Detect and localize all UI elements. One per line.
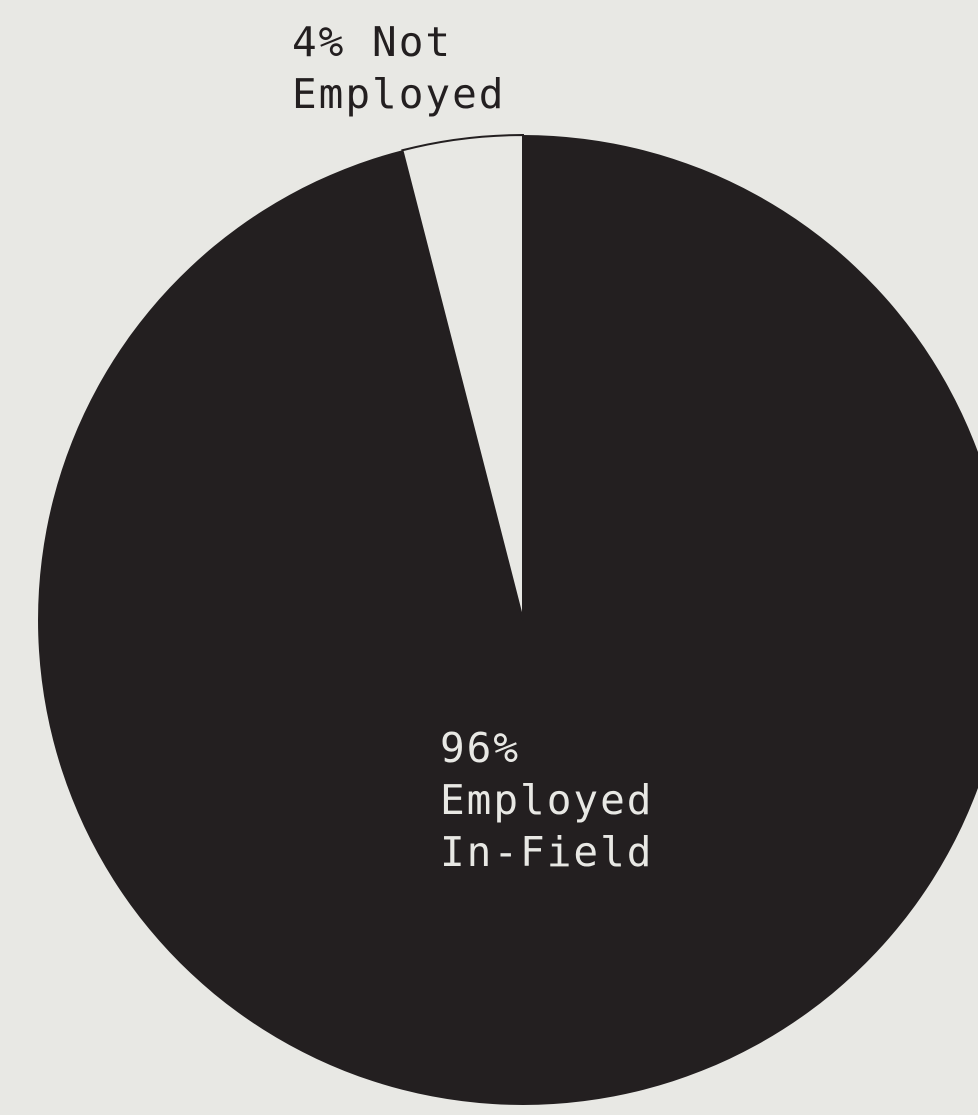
pie-slice-employed-in-field bbox=[38, 135, 978, 1105]
data-label-line: In-Field bbox=[440, 828, 654, 876]
data-label-employed-in-field: 96% Employed In-Field bbox=[440, 722, 653, 878]
data-label-line: Employed bbox=[440, 776, 654, 824]
data-label-not-employed: 4% Not Employed bbox=[292, 16, 505, 120]
data-label-line: 4% Not bbox=[292, 18, 453, 66]
data-label-line: 96% bbox=[440, 724, 521, 772]
pie-slice-not-employed bbox=[401, 133, 524, 621]
data-label-line: Employed bbox=[292, 70, 506, 118]
